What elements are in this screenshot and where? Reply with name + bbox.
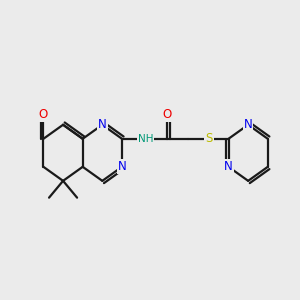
Text: S: S [205, 132, 213, 145]
Text: N: N [98, 118, 107, 131]
Text: N: N [118, 160, 126, 173]
Text: N: N [244, 118, 253, 131]
Text: N: N [224, 160, 233, 173]
Text: O: O [39, 108, 48, 122]
Text: O: O [162, 108, 172, 122]
Text: NH: NH [138, 134, 154, 144]
